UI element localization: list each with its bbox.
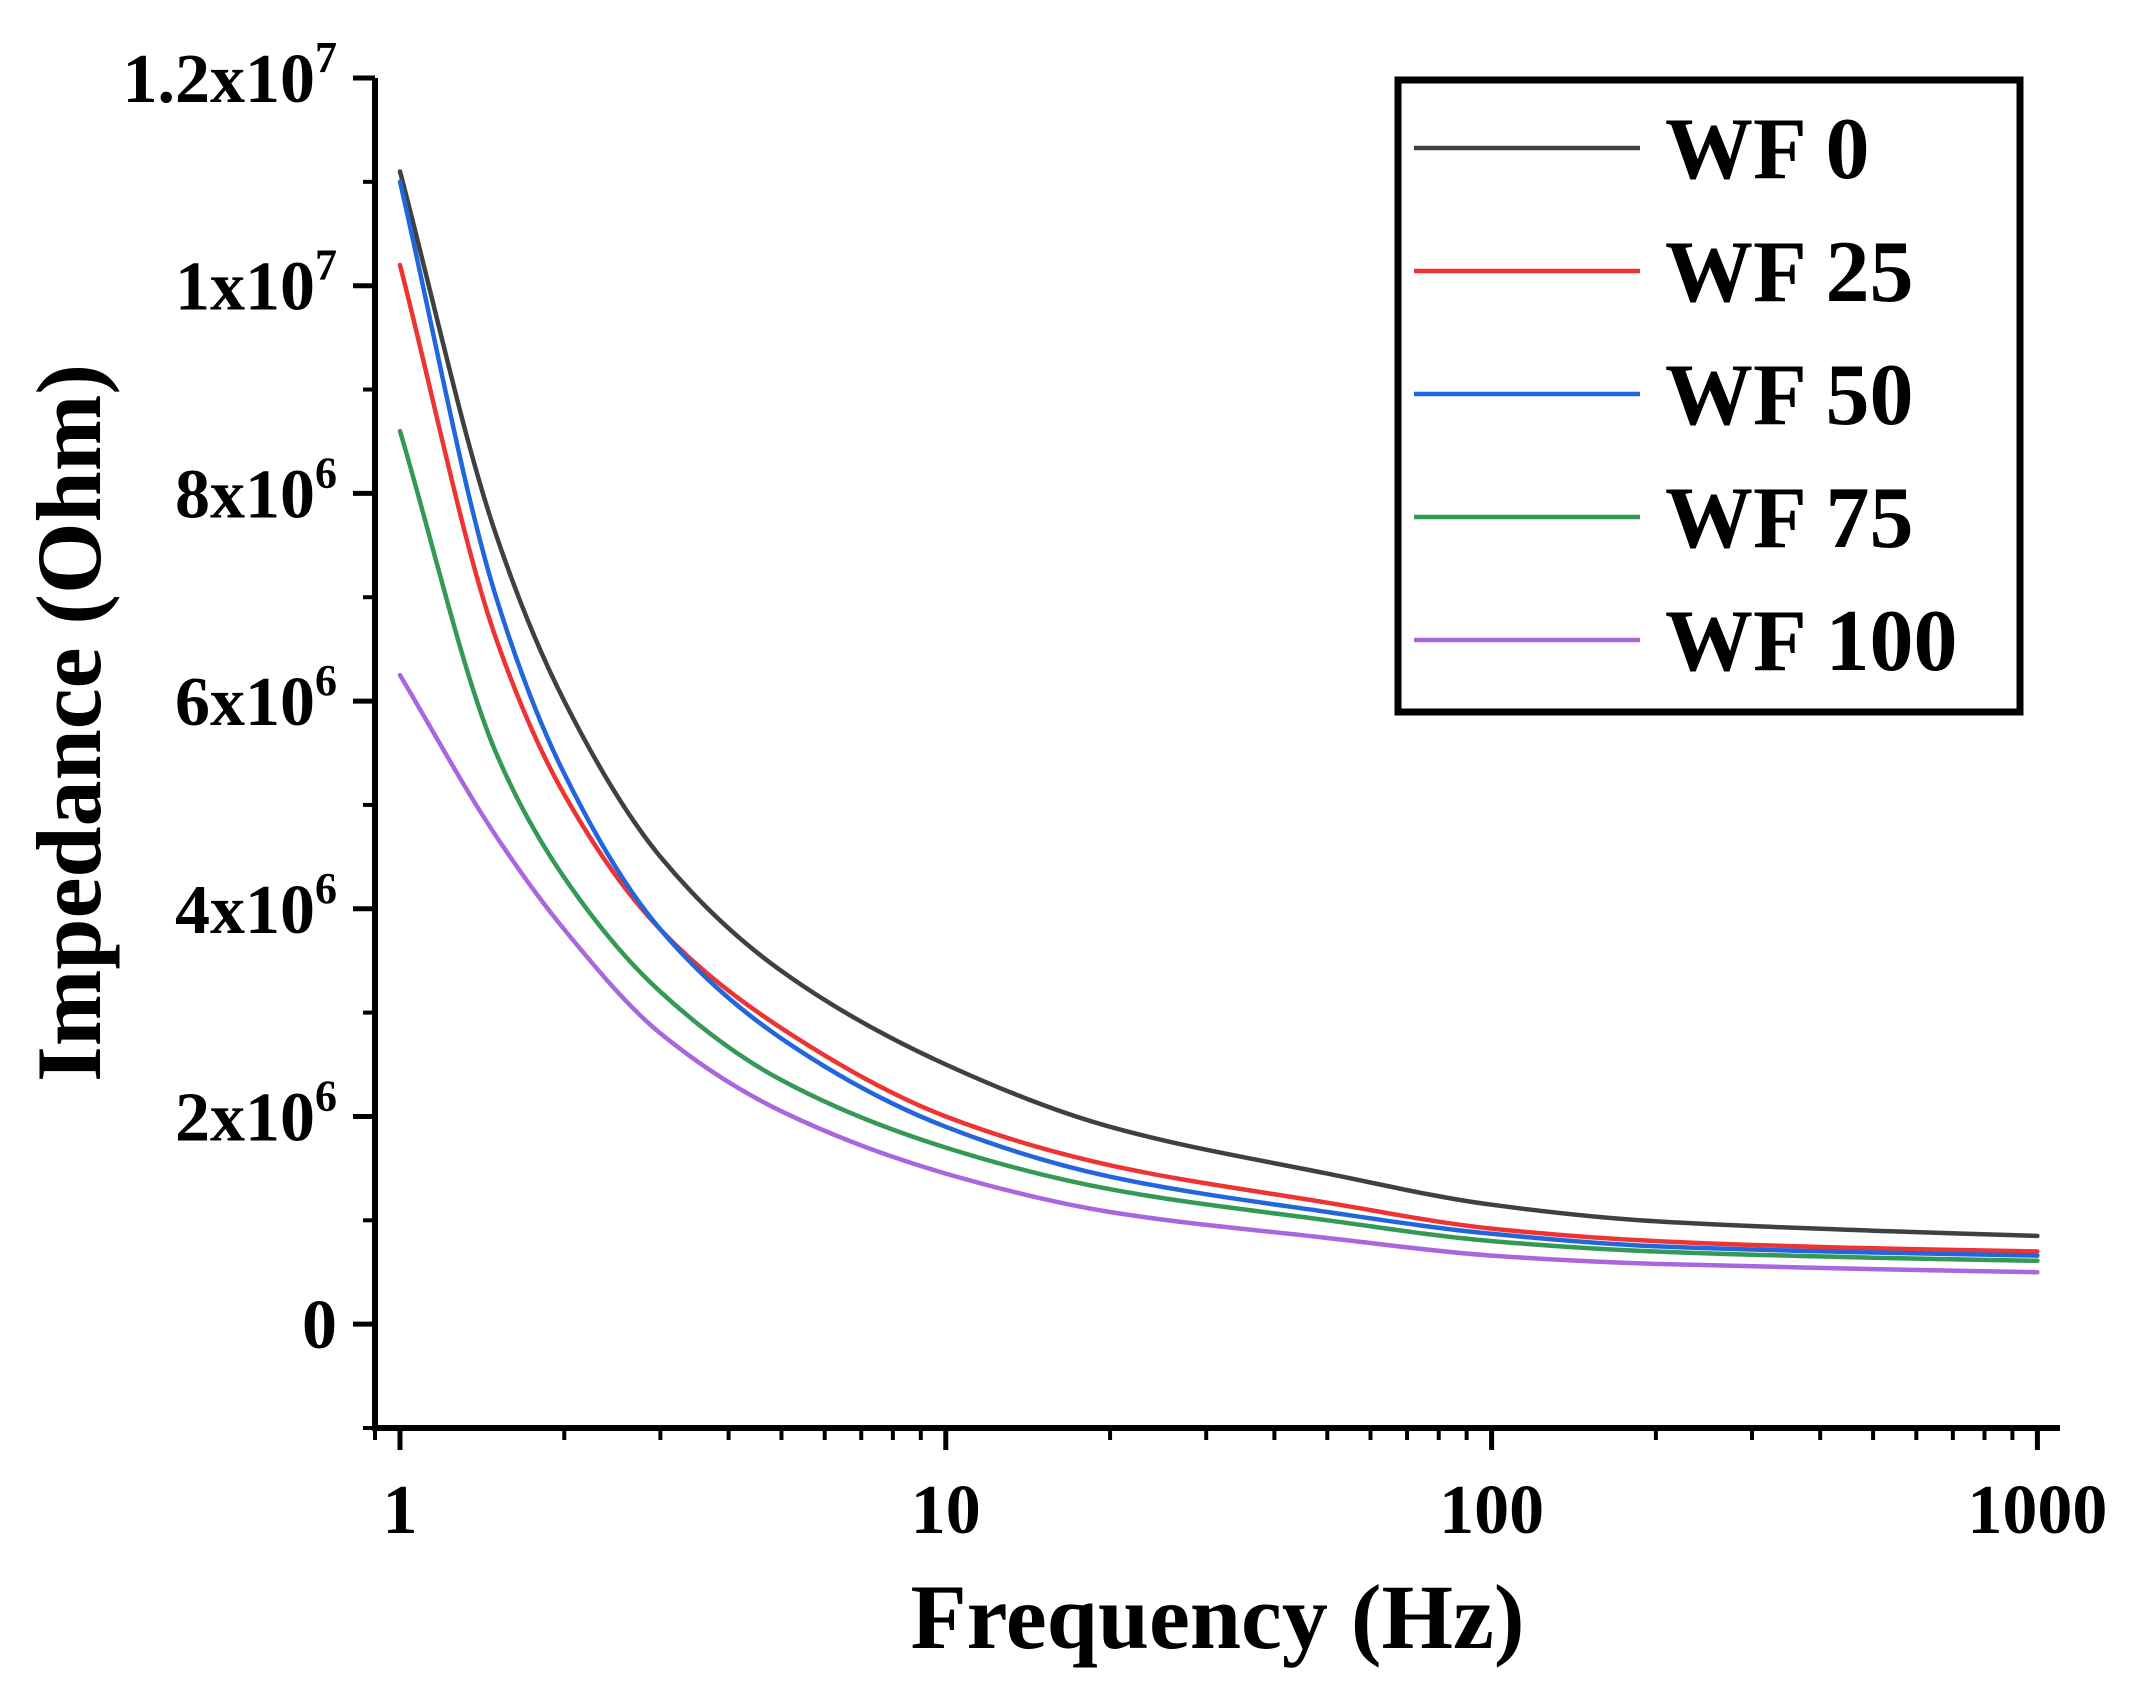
y-tick-label: 8x106 bbox=[175, 448, 337, 533]
y-tick-label: 4x106 bbox=[175, 864, 337, 949]
y-tick-label-exp: 6 bbox=[315, 656, 337, 705]
y-tick-label-exp: 6 bbox=[315, 1071, 337, 1120]
legend-item-wf-50: WF 50 bbox=[1414, 347, 1914, 444]
y-tick-label-base: 4x10 bbox=[175, 872, 315, 949]
legend-label: WF 75 bbox=[1665, 470, 1914, 567]
legend-item-wf-100: WF 100 bbox=[1414, 593, 1958, 690]
y-tick-label-base: 0 bbox=[302, 1287, 337, 1364]
y-tick-label: 6x106 bbox=[175, 656, 337, 741]
y-tick-label-exp: 7 bbox=[315, 241, 337, 290]
series-line-wf-50 bbox=[397, 179, 2040, 1258]
series-line-wf-0 bbox=[397, 169, 2040, 1239]
y-tick-label-base: 1x10 bbox=[175, 249, 315, 326]
x-axis-title: Frequency (Hz) bbox=[910, 1566, 1524, 1668]
y-tick-label: 0 bbox=[302, 1287, 337, 1364]
legend-label: WF 0 bbox=[1665, 101, 1870, 198]
series-line-wf-75 bbox=[397, 428, 2040, 1264]
axes-layer bbox=[372, 78, 2060, 1431]
series-layer bbox=[397, 169, 2040, 1275]
series-line-wf-25 bbox=[397, 262, 2040, 1254]
legend-item-wf-0: WF 0 bbox=[1414, 101, 1870, 198]
x-tick-label: 1 bbox=[382, 1472, 417, 1549]
legend-items: WF 0 WF 25 WF 50 WF 75 WF 100 bbox=[1414, 101, 1958, 690]
legend-label: WF 50 bbox=[1665, 347, 1914, 444]
x-tick-label: 10 bbox=[911, 1472, 981, 1549]
y-tick-label: 1.2x107 bbox=[123, 33, 338, 118]
series-line-wf-100 bbox=[397, 672, 2040, 1275]
y-tick-label: 1x107 bbox=[175, 241, 337, 326]
y-tick-label-exp: 7 bbox=[315, 33, 337, 82]
x-tick-label: 1000 bbox=[1967, 1472, 2107, 1549]
y-tick-label-exp: 6 bbox=[315, 448, 337, 497]
y-tick-label-base: 8x10 bbox=[175, 456, 315, 533]
y-tick-label-base: 1.2x10 bbox=[123, 41, 316, 118]
y-axis-title: Impedance (Ohm) bbox=[18, 364, 120, 1082]
y-tick-label-base: 6x10 bbox=[175, 664, 315, 741]
y-tick-label: 2x106 bbox=[175, 1071, 337, 1156]
legend-item-wf-25: WF 25 bbox=[1414, 224, 1914, 321]
legend: WF 0 WF 25 WF 50 WF 75 WF 100 bbox=[1394, 76, 2024, 716]
x-tick-label: 100 bbox=[1439, 1472, 1544, 1549]
legend-label: WF 100 bbox=[1665, 593, 1958, 690]
y-tick-label-exp: 6 bbox=[315, 864, 337, 913]
x-ticks: 1 10 100 1000 bbox=[373, 1428, 2107, 1549]
legend-label: WF 25 bbox=[1665, 224, 1914, 321]
legend-item-wf-75: WF 75 bbox=[1414, 470, 1914, 567]
y-tick-label-base: 2x10 bbox=[175, 1079, 315, 1156]
